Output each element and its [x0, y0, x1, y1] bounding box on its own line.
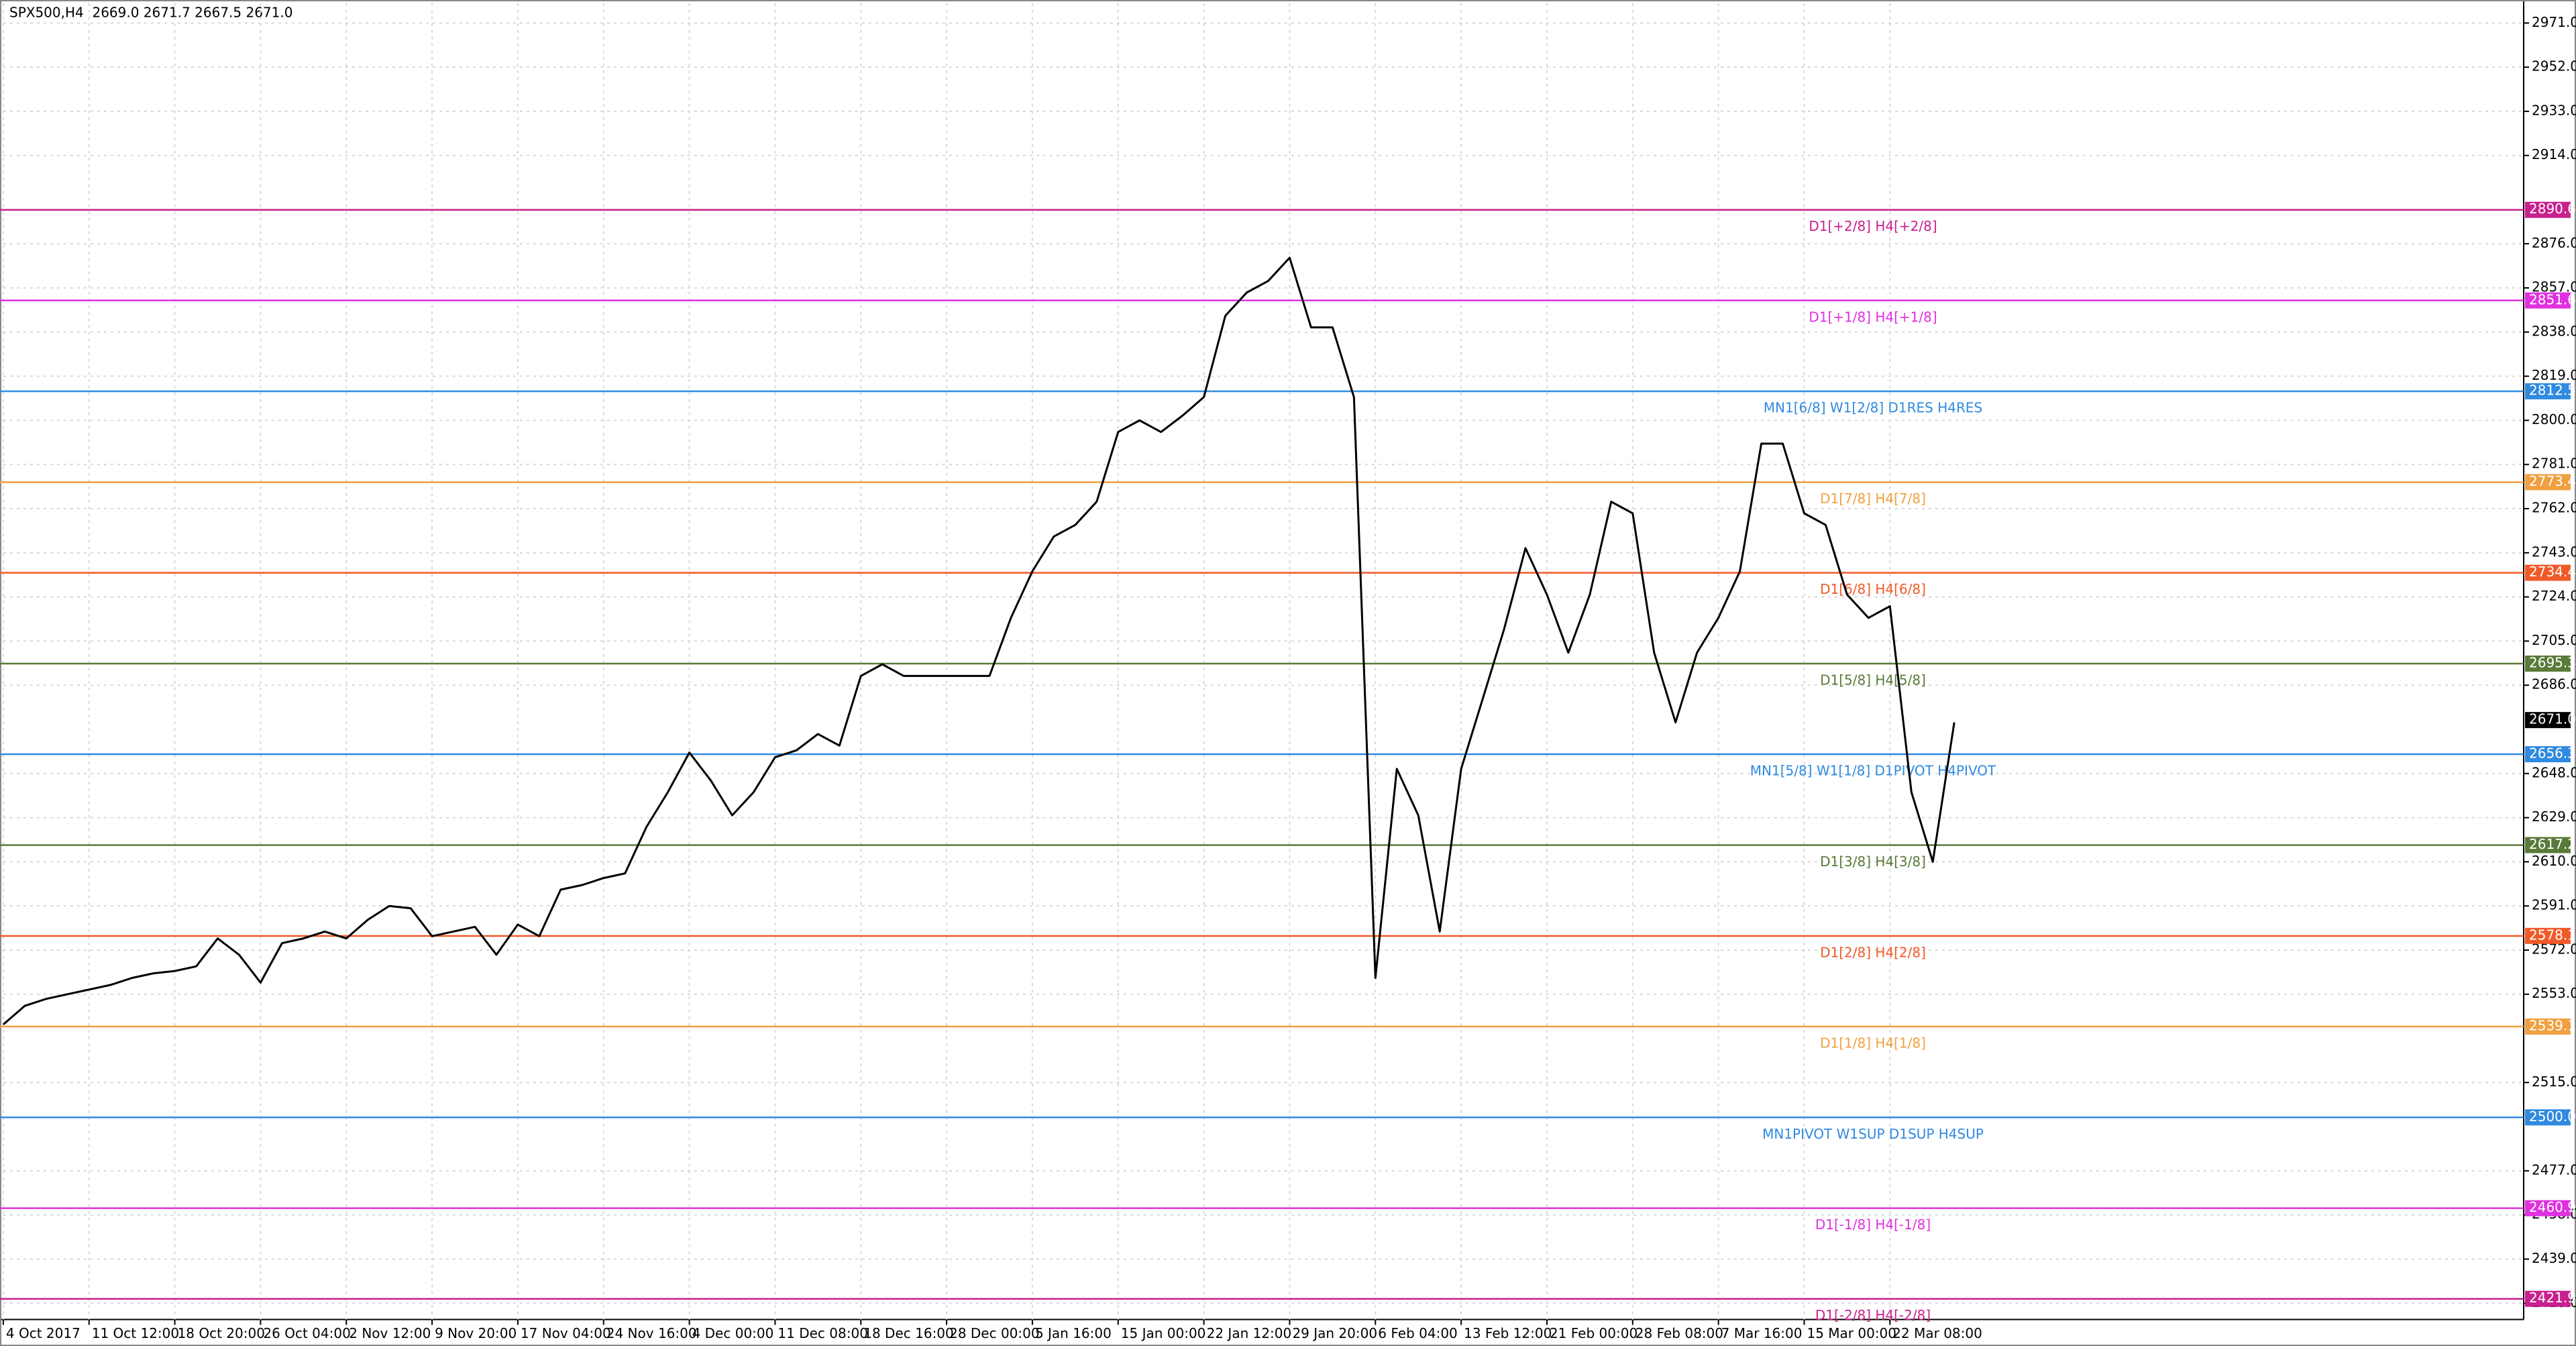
price-tag-label: 2695.3	[2529, 655, 2576, 671]
x-tick-label: 15 Jan 00:00	[1121, 1325, 1206, 1341]
price-tag	[2525, 474, 2571, 490]
y-tick-label: 2705.0	[2532, 632, 2576, 648]
x-tick-label: 13 Feb 12:00	[1464, 1325, 1552, 1341]
price-tag	[2525, 201, 2571, 218]
x-tick-label: 9 Nov 20:00	[435, 1325, 517, 1341]
price-tag	[2525, 383, 2571, 400]
level-label: D1[+2/8] H4[+2/8]	[1809, 218, 1937, 234]
level-label: D1[6/8] H4[6/8]	[1820, 581, 1926, 597]
y-tick-label: 2914.0	[2532, 146, 2576, 162]
x-tick-label: 4 Dec 00:00	[692, 1325, 774, 1341]
price-tag	[2525, 1109, 2571, 1126]
level-label: D1[-1/8] H4[-1/8]	[1815, 1216, 1931, 1233]
price-tag-label: 2578.1	[2529, 927, 2576, 943]
price-tag	[2525, 1200, 2571, 1216]
level-label: D1[-2/8] H4[-2/8]	[1815, 1307, 1931, 1323]
x-tick-label: 18 Dec 16:00	[863, 1325, 954, 1341]
chart-header: SPX500,H4 2669.0 2671.7 2667.5 2671.0	[9, 5, 292, 21]
price-tag-label: 2812.5	[2529, 382, 2576, 399]
level-label: D1[1/8] H4[1/8]	[1820, 1035, 1926, 1051]
price-tag	[2525, 927, 2571, 944]
y-tick-label: 2971.0	[2532, 14, 2576, 30]
last-price-tag	[2525, 712, 2571, 729]
level-label: MN1[5/8] W1[1/8] D1PIVOT H4PIVOT	[1750, 763, 1996, 779]
level-label: D1[7/8] H4[7/8]	[1820, 490, 1926, 507]
y-tick-label: 2781.0	[2532, 456, 2576, 472]
x-tick-label: 29 Jan 20:00	[1292, 1325, 1377, 1341]
x-tick-label: 18 Oct 20:00	[178, 1325, 265, 1341]
price-tag-label: 2421.9	[2529, 1290, 2576, 1306]
price-tag-label: 2539.1	[2529, 1017, 2576, 1033]
price-tag-label: 2734.4	[2529, 564, 2576, 580]
level-label: D1[2/8] H4[2/8]	[1820, 944, 1926, 960]
x-tick-label: 28 Feb 08:00	[1635, 1325, 1723, 1341]
y-tick-label: 2648.0	[2532, 764, 2576, 780]
x-tick-label: 6 Feb 04:00	[1378, 1325, 1458, 1341]
level-label: D1[5/8] H4[5/8]	[1820, 672, 1926, 688]
price-line	[2, 256, 1955, 1025]
y-tick-label: 2477.0	[2532, 1161, 2576, 1178]
x-tick-label: 11 Oct 12:00	[92, 1325, 179, 1341]
level-label: D1[+1/8] H4[+1/8]	[1809, 309, 1937, 325]
price-tag	[2525, 746, 2571, 763]
price-tag	[2525, 1290, 2571, 1307]
x-tick-label: 24 Nov 16:00	[606, 1325, 697, 1341]
y-tick-label: 2800.0	[2532, 411, 2576, 427]
level-label: MN1[6/8] W1[2/8] D1RES H4RES	[1764, 400, 1982, 416]
level-label: MN1PIVOT W1SUP D1SUP H4SUP	[1762, 1126, 1984, 1142]
y-tick-label: 2857.0	[2532, 279, 2576, 295]
y-tick-label: 2686.0	[2532, 676, 2576, 692]
x-tick-label: 5 Jan 16:00	[1035, 1325, 1112, 1341]
x-tick-label: 22 Jan 12:00	[1207, 1325, 1292, 1341]
x-tick-label: 26 Oct 04:00	[263, 1325, 350, 1341]
price-tag	[2525, 1018, 2571, 1035]
y-tick-label: 2591.0	[2532, 897, 2576, 913]
y-tick-label: 2724.0	[2532, 588, 2576, 604]
y-tick-label: 2553.0	[2532, 985, 2576, 1001]
price-tag	[2525, 292, 2571, 309]
y-tick-label: 2515.0	[2532, 1074, 2576, 1090]
x-tick-label: 21 Feb 00:00	[1550, 1325, 1638, 1341]
y-tick-label: 2819.0	[2532, 367, 2576, 383]
x-tick-label: 2 Nov 12:00	[349, 1325, 431, 1341]
x-tick-label: 22 Mar 08:00	[1892, 1325, 1982, 1341]
y-tick-label: 2876.0	[2532, 235, 2576, 251]
x-tick-label: 17 Nov 04:00	[521, 1325, 611, 1341]
x-tick-label: 15 Mar 00:00	[1807, 1325, 1896, 1341]
y-tick-label: 2762.0	[2532, 500, 2576, 516]
price-tag-label: 2617.2	[2529, 836, 2576, 852]
y-tick-label: 2629.0	[2532, 809, 2576, 825]
price-tag	[2525, 564, 2571, 581]
price-tag	[2525, 656, 2571, 672]
y-tick-label: 2838.0	[2532, 323, 2576, 339]
price-tag-label: 2500.0	[2529, 1108, 2576, 1125]
price-tag-label: 2851.6	[2529, 291, 2576, 307]
x-tick-label: 7 Mar 16:00	[1721, 1325, 1803, 1341]
price-tag	[2525, 837, 2571, 853]
level-label: D1[3/8] H4[3/8]	[1820, 853, 1926, 870]
y-tick-label: 2439.0	[2532, 1250, 2576, 1266]
price-tag-label: 2890.6	[2529, 201, 2576, 217]
x-tick-label: 11 Dec 08:00	[777, 1325, 868, 1341]
price-tag-label: 2460.9	[2529, 1199, 2576, 1215]
x-tick-label: 28 Dec 00:00	[949, 1325, 1040, 1341]
price-tag-label: 2773.4	[2529, 473, 2576, 489]
x-tick-label: 4 Oct 2017	[6, 1325, 80, 1341]
price-tag-label: 2656.3	[2529, 745, 2576, 762]
y-tick-label: 2743.0	[2532, 543, 2576, 560]
y-tick-label: 2610.0	[2532, 853, 2576, 869]
y-tick-label: 2933.0	[2532, 102, 2576, 118]
last-price-label: 2671.0	[2529, 711, 2576, 727]
y-tick-label: 2952.0	[2532, 58, 2576, 74]
